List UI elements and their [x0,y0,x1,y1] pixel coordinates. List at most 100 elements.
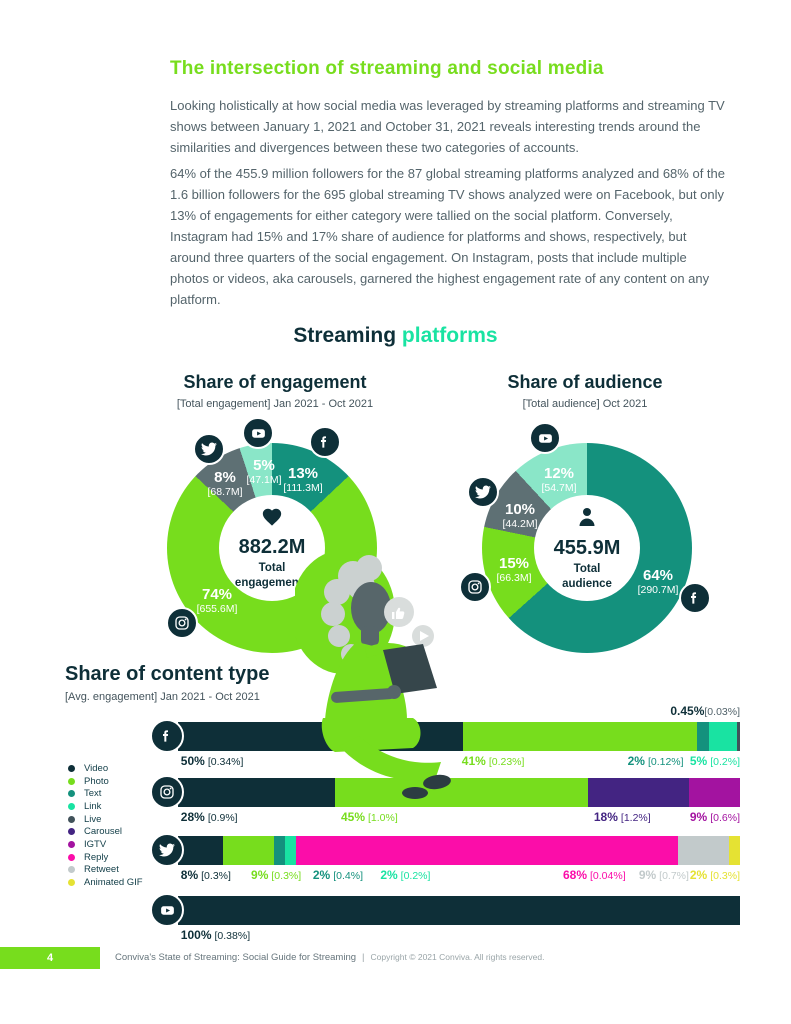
facebook-segment-label: 13% [111.3M] [283,465,323,495]
intro-paragraph-2: 64% of the 455.9 million followers for t… [170,166,725,307]
page-number-badge: 4 [0,947,100,969]
legend-dot [68,802,75,810]
youtube-segment-video [178,896,740,925]
legend-item-retweet: Retweet [68,864,143,877]
twitter-icon [193,433,225,465]
facebook-segment-live [737,722,740,751]
audience-chart-header: Share of audience [Total audience] Oct 2… [425,372,745,410]
twitter-label-link: 2% [0.2%] [380,868,431,882]
twitter-segment-retweet [678,836,729,865]
youtube-icon [529,422,561,454]
legend-dot [68,790,75,798]
legend-label: Reply [84,851,109,863]
engagement-chart-title: Share of engagement [183,372,367,392]
facebook-segment-text [697,722,709,751]
legend-label: Retweet [84,864,119,876]
play-icon [420,631,429,641]
facebook-bar-labels: 50% [0.34%] 41% [0.23%] 2% [0.12%] 5% [0.2%] [178,754,740,770]
twitter-label-animated-gif: 2% [0.3%] [689,868,740,882]
legend-label: Photo [84,775,109,787]
legend-item-link: Link [68,800,143,813]
footer-copyright: Copyright © 2021 Conviva. All rights res… [370,952,545,962]
instagram-icon [459,571,491,603]
content-type-subtitle: [Avg. engagement] Jan 2021 - Oct 2021 [65,691,260,703]
audience-donut-center: 455.9M Total audience [534,495,640,601]
audience-total-label: Total audience [562,562,612,590]
twitter-bar [178,836,740,865]
audience-donut-chart: 64% [290.7M] 15% [66.3M] 10% [44.2M] 12% [54.7M… [459,422,711,653]
footer-report-title: Conviva's State of Streaming: Social Gui… [115,952,357,963]
legend-dot [68,777,75,785]
legend-label: Video [84,762,109,774]
legend-label: Carousel [84,826,123,838]
audience-total-value: 455.9M [553,536,621,559]
section-heading: Streaming platforms [0,324,791,348]
legend-item-live: Live [68,813,143,826]
twitter-segment-text [273,836,285,865]
page-number: 4 [46,952,54,964]
facebook-label-text: 2% [0.12%] [627,754,684,768]
legend-dot [68,879,75,887]
facebook-bar [178,722,740,751]
instagram-label-video: 28% [0.9%] [180,810,238,824]
legend-label: Live [84,813,102,825]
instagram-segment-igtv [689,778,740,807]
legend-item-carousel: Carousel [68,825,143,838]
instagram-segment-video [178,778,336,807]
audience-chart-subtitle: [Total audience] Oct 2021 [522,398,648,410]
youtube-icon [242,417,274,449]
legend-label: Link [84,800,102,812]
instagram-bar-labels: 28% [0.9%] 45% [1.0%] 18% [1.2%] 9% [0.6%] [178,810,740,826]
facebook-label-video: 50% [0.34%] [180,754,244,768]
youtube-bar-labels: 100% [0.38%] [178,928,740,944]
footer: Conviva's State of Streaming: Social Gui… [115,952,544,963]
facebook-label-photo: 41% [0.23%] [461,754,525,768]
youtube-bar [178,896,740,925]
engagement-chart-subtitle: [Total engagement] Jan 2021 - Oct 2021 [176,398,374,410]
twitter-label-retweet: 9% [0.7%] [638,868,689,882]
twitter-icon [150,833,184,867]
engagement-total-label: Total engagements [234,561,310,589]
legend-label: Text [84,788,102,800]
youtube-segment-label: 5% [47.1M] [246,457,282,487]
facebook-icon [150,719,184,753]
twitter-segment-animated-gif [728,836,740,865]
legend-item-igtv: IGTV [68,838,143,851]
facebook-segment-photo [463,722,698,751]
twitter-segment-photo [222,836,274,865]
section-heading-dark: Streaming [293,324,397,347]
twitter-segment-label: 10% [44.2M] [502,501,538,531]
facebook-icon [309,426,341,458]
person-icon [575,505,599,534]
twitter-label-text: 2% [0.4%] [312,868,363,882]
engagement-total-value: 882.2M [238,535,306,558]
legend-dot [68,764,75,772]
intro-paragraph-1: Looking holistically at how social media… [170,98,725,155]
legend-item-photo: Photo [68,775,143,788]
twitter-icon [467,476,499,508]
instagram-segment-carousel [588,778,690,807]
twitter-bar-labels: 8% [0.3%] 9% [0.3%] 2% [0.4%] 2% [0.2%] 68% [0.04… [178,868,740,884]
youtube-label-video: 100% [0.38%] [180,928,251,942]
twitter-label-video: 8% [0.3%] [180,868,231,882]
twitter-segment-reply [296,836,679,865]
footer-separator: | [362,952,365,963]
instagram-segment-label: 74% [655.6M] [196,586,238,616]
facebook-segment-label: 64% [290.7M] [637,567,679,597]
legend-item-animated-gif: Animated GIF [68,876,143,889]
legend-item-reply: Reply [68,851,143,864]
twitter-label-reply: 68% [0.04%] [562,868,626,882]
instagram-bar [178,778,740,807]
legend-dot [68,853,75,861]
youtube-icon [150,893,184,927]
facebook-icon [679,582,711,614]
instagram-icon [150,775,184,809]
legend-item-text: Text [68,787,143,800]
youtube-segment-label: 12% [54.7M] [541,465,577,495]
section-heading-accent: platforms [401,324,498,347]
legend-label: IGTV [84,838,107,850]
facebook-label-live: 0.45%[0.03%] [670,704,740,718]
instagram-label-carousel: 18% [1.2%] [593,810,651,824]
instagram-label-photo: 45% [1.0%] [340,810,398,824]
